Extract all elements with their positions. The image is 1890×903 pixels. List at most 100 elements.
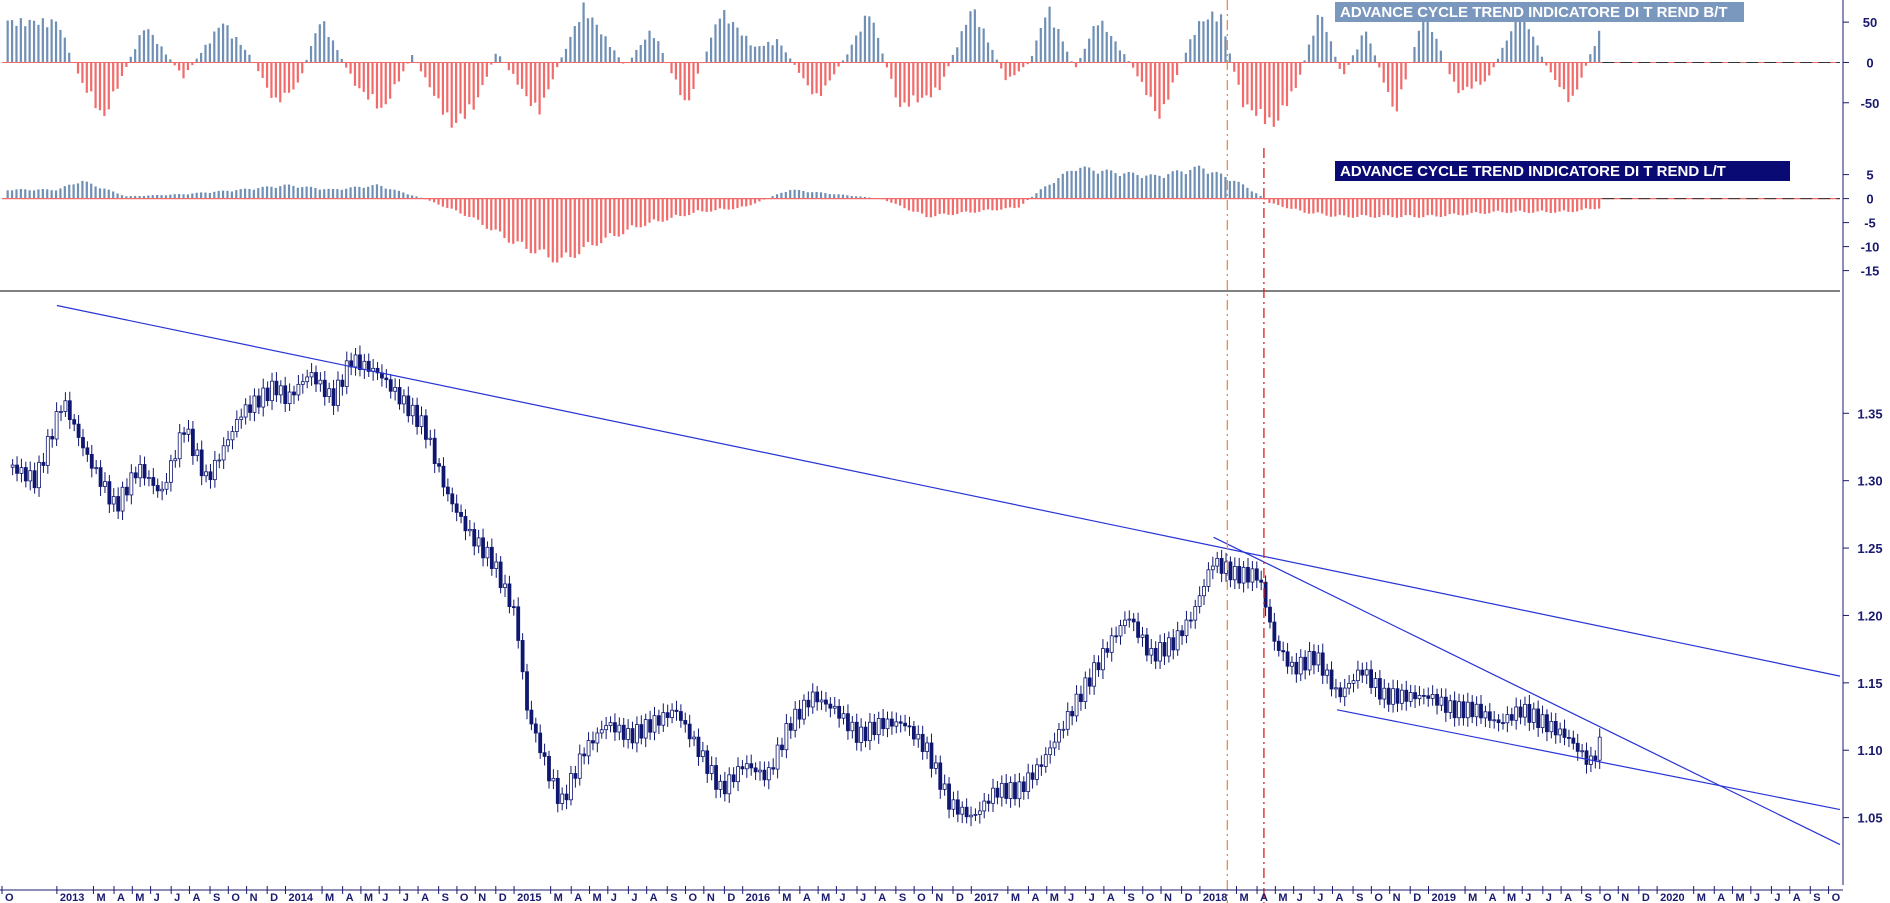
candle-body [1593,755,1598,761]
lt-bar [696,198,699,211]
bt-bar [1483,62,1486,82]
bt-bar [270,62,273,98]
lt-bar [714,198,717,211]
candle-body [1048,747,1053,756]
lt-bar [775,194,779,199]
bt-bar [1088,38,1091,63]
lt-tick-label: -10 [1861,240,1880,255]
lt-bar [107,189,110,199]
bt-bar [692,62,695,90]
bt-bar [1593,46,1596,63]
bt-bar [1277,62,1280,121]
lt-bar [727,198,730,210]
lt-bar [964,198,968,212]
bt-bar [402,62,405,72]
lt-bar [1334,198,1337,217]
lt-bar [1448,198,1451,215]
candle-body [1092,662,1097,687]
bt-bar [279,62,282,103]
bt-bar [1263,62,1267,124]
candle-body [1501,722,1505,725]
lt-bar [164,195,168,199]
candle-body [573,773,578,779]
lt-bar [604,198,607,238]
lt-bar [217,190,220,199]
candle-body [1259,579,1264,583]
bt-bar [120,62,124,77]
candle-body [489,546,494,569]
x-tick-label: 2020 [1660,892,1684,903]
candle-body [226,439,230,447]
lt-bar [1237,181,1240,199]
lt-bar [1589,198,1592,210]
bt-bar [1118,50,1122,63]
candle-body [828,703,833,709]
candle-body [23,467,28,482]
bt-bar [1510,31,1513,63]
lt-bar [925,198,928,218]
x-tick-label: M [554,892,563,903]
lt-bar [1110,170,1113,199]
bt-bar [41,18,44,63]
bt-bar [1316,14,1319,63]
lt-bar [134,195,137,199]
lt-bar [666,198,669,221]
x-tick-label: O [5,892,14,903]
bt-bar [147,29,150,63]
candle-body [964,806,969,818]
candle-body [551,777,556,782]
bt-bar [1558,62,1561,88]
lt-bar [138,195,141,199]
lt-bar [1167,174,1170,199]
bt-bar [1466,62,1469,87]
lt-bar [507,198,510,243]
x-tick-label: J [1525,892,1531,903]
bt-bar [1356,49,1359,63]
bt-bar [235,36,238,63]
x-tick-label: M [1050,892,1059,903]
bt-bar [1343,62,1346,75]
candle-body [169,460,173,483]
lt-bar [397,190,401,199]
candle-body [991,787,995,804]
candle-body [103,481,107,487]
bt-bar [1149,62,1152,97]
lt-bar [784,191,787,199]
x-tick-label: J [1068,892,1074,903]
bt-bar [331,40,335,63]
lt-bar [1422,198,1425,218]
lt-bar [846,195,849,199]
bt-bar [846,54,849,63]
x-tick-label: N [1164,892,1172,903]
lt-bar [182,194,185,199]
x-tick-label: J [631,892,637,903]
lt-bar [1312,198,1315,214]
candle-body [819,699,824,703]
bt-bar [1303,60,1306,63]
bt-tick-label: 50 [1863,15,1877,30]
lt-bar [863,196,867,199]
x-tick-label: A [1717,892,1725,903]
candle-body [1043,754,1048,767]
lt-bar [635,198,638,228]
candle-body [195,449,200,456]
bt-bar [1461,62,1464,91]
lt-bar [1492,198,1495,212]
candle-body [45,436,50,466]
lt-bar [1162,177,1165,199]
candle-body [617,724,622,733]
lt-bar [1241,184,1245,199]
bt-bar [384,62,387,105]
lt-bar [1510,198,1513,213]
x-tick-label: J [1297,892,1303,903]
bt-bar [138,35,141,63]
candle-body [155,485,160,492]
candle-body [881,718,886,730]
bt-bar [736,27,739,63]
lt-bar [639,198,642,228]
lt-bar [1347,198,1350,218]
bt-bar [1545,62,1548,66]
lt-bar [1554,198,1557,213]
bt-bar [287,62,291,93]
candle-body [111,496,116,505]
